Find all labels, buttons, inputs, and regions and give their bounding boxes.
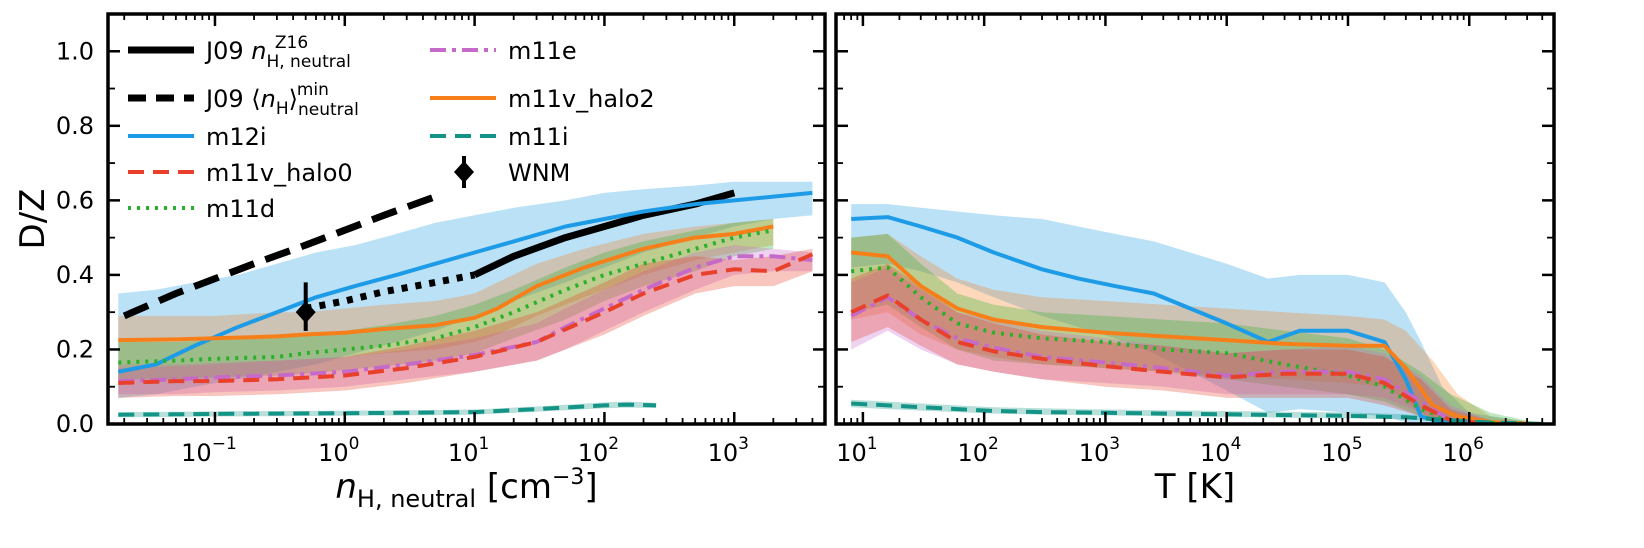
x-tick-label: 101 — [448, 434, 489, 467]
legend-item-m11d: m11d — [128, 195, 275, 223]
x-tick-label: 104 — [1200, 434, 1241, 467]
y-tick-label: 0.0 — [56, 410, 94, 438]
line-m12i-temperature — [851, 215, 1543, 424]
axis-labels-temperature: T [K] — [1154, 467, 1235, 507]
legend-label: WNM — [508, 159, 570, 187]
x-tick-label: 10−1 — [181, 434, 237, 467]
x-tick-label: 101 — [836, 434, 877, 467]
x-tick-label: 106 — [1443, 434, 1484, 467]
legend-item-m12i: m12i — [128, 123, 267, 151]
points-group-density — [295, 282, 316, 331]
legend-label: m12i — [206, 123, 267, 151]
line-m11v-halo2-density — [118, 224, 774, 343]
band-m11e-density — [118, 245, 813, 395]
ticks-group-density: 10−1 100 101 102 103 0.0 0.2 0.4 0.6 0.8 1.0 — [56, 14, 826, 467]
y-tick-label: 0.8 — [56, 112, 94, 140]
y-tick-label: 0.4 — [56, 261, 94, 289]
marker-wnm — [295, 301, 316, 324]
band-m12i-density — [118, 181, 813, 398]
legend-item-j09-n-h-neutral-min: J09 ⟨nH⟩neutralmin — [128, 80, 359, 120]
legend-item-wnm: WNM — [454, 156, 570, 188]
x-axis-label-temperature: T [K] — [1154, 467, 1235, 507]
axes-frame-temperature — [834, 12, 1556, 426]
band-m11i-temperature — [851, 399, 1543, 424]
line-m11i-temperature — [851, 401, 1543, 424]
axes-border-temperature — [834, 12, 1556, 426]
ticks-group-temperature: 101 102 103 104 105 106 — [835, 14, 1555, 467]
axes-border-density — [106, 12, 827, 426]
line-m12i-density — [117, 190, 813, 374]
x-axis-label-density: nH, neutral [cm−3] — [335, 465, 597, 513]
band-m11e-temperature — [851, 267, 1491, 424]
line-m11v-halo0-density — [118, 252, 814, 385]
line-m11e-density — [118, 254, 813, 384]
band-m11v-halo0-density — [118, 248, 813, 398]
y-axis-label: D/Z — [13, 189, 53, 250]
x-tick-label: 103 — [708, 434, 749, 467]
line-j09-n-h-neutral-min-density — [122, 193, 437, 320]
line-m11d-density — [118, 228, 774, 365]
x-tick-label: 100 — [318, 434, 359, 467]
legend-item-j09-n-h-neutral-z16: J09 nH, neutralZ16 — [128, 33, 351, 72]
lines-group-density — [117, 189, 814, 417]
line-m11i-density — [118, 402, 657, 417]
legend-label: J09 nH, neutralZ16 — [204, 33, 351, 72]
y-tick-label: 0.2 — [56, 335, 94, 363]
legend-item-m11v-halo0: m11v_halo0 — [128, 159, 353, 187]
panel-density: 10−1 100 101 102 103 0.0 0.2 0.4 0.6 0.8 1.0 J09 n… — [13, 12, 827, 513]
axis-labels-density: nH, neutral [cm−3] D/Z — [13, 189, 598, 513]
line-extrapolation-1-density — [305, 271, 476, 312]
x-tick-label: 102 — [578, 434, 619, 467]
legend-label: m11e — [508, 37, 577, 65]
legend-label: J09 ⟨nH⟩neutralmin — [204, 80, 359, 120]
legend-label: m11i — [508, 123, 569, 151]
line-m11v-halo2-temperature — [850, 250, 1543, 424]
line-m11v-halo0-temperature — [850, 293, 1491, 424]
legend-item-m11e: m11e — [430, 37, 577, 65]
legend: J09 nH, neutralZ16 J09 ⟨nH⟩neutralmin m12i… — [128, 33, 655, 223]
legend-item-m11i: m11i — [430, 123, 569, 151]
band-m11v-halo2-density — [118, 219, 774, 365]
legend-item-m11v-halo2: m11v_halo2 — [430, 85, 655, 113]
x-tick-label: 102 — [957, 434, 998, 467]
band-m12i-temperature — [851, 204, 1543, 424]
legend-swatch-marker — [454, 161, 474, 183]
y-tick-label: 0.6 — [56, 186, 94, 214]
band-m11v-halo0-temperature — [851, 263, 1491, 424]
line-m11e-temperature — [850, 295, 1491, 424]
legend-label: m11d — [206, 195, 275, 223]
legend-label: m11v_halo2 — [508, 85, 655, 113]
x-tick-label: 103 — [1079, 434, 1120, 467]
axes-frame-density — [106, 12, 827, 426]
lines-group-temperature — [850, 215, 1543, 424]
y-tick-label: 1.0 — [56, 37, 94, 65]
x-tick-label: 105 — [1321, 434, 1362, 467]
legend-label: m11v_halo0 — [206, 159, 353, 187]
panel-temperature: 101 102 103 104 105 106 T [K] — [834, 12, 1556, 507]
